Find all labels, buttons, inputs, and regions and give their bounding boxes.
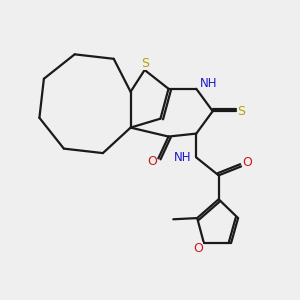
Text: NH: NH (174, 151, 192, 164)
Text: O: O (147, 155, 157, 168)
Text: O: O (243, 156, 253, 169)
Text: NH: NH (200, 77, 218, 90)
Text: O: O (194, 242, 203, 255)
Text: S: S (237, 105, 245, 118)
Text: S: S (141, 57, 149, 70)
